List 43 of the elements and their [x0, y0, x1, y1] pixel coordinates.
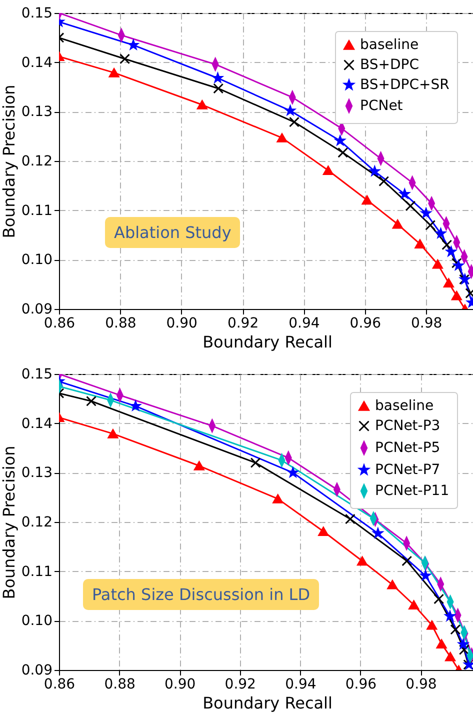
legend-label: PCNet-P7	[375, 462, 440, 478]
y-tick-label: 0.10	[21, 252, 52, 268]
x-tick-label: 0.86	[44, 316, 76, 332]
x-tick-label: 0.88	[104, 676, 136, 692]
annotation: Patch Size Discussion in LD	[83, 579, 320, 610]
y-tick-label: 0.14	[21, 54, 53, 71]
y-tick-label: 0.12	[21, 154, 52, 170]
legend-label: BS+DPC	[360, 57, 420, 73]
y-tick-label: 0.13	[21, 104, 52, 120]
y-tick-label: 0.11	[21, 202, 52, 219]
legend-label: PCNet	[360, 98, 404, 114]
legend-label: PCNet-P3	[375, 418, 440, 434]
y-tick-label: 0.09	[21, 662, 52, 678]
x-tick-label: 0.86	[44, 676, 76, 692]
x-tick-label: 0.98	[406, 676, 437, 692]
annotation: Ablation Study	[105, 217, 240, 248]
y-tick-label: 0.15	[21, 6, 52, 22]
x-axis-title: Boundary Recall	[202, 332, 332, 352]
x-tick-label: 0.94	[285, 676, 316, 692]
y-axis-title: Boundary Precision	[0, 84, 18, 238]
x-tick-label: 0.96	[350, 316, 382, 332]
y-tick-label: 0.14	[21, 416, 53, 432]
x-axis-title: Boundary Recall	[202, 694, 332, 712]
legend-label: BS+DPC+SR	[360, 77, 450, 93]
y-tick-label: 0.11	[21, 564, 52, 580]
x-tick-label: 0.88	[105, 316, 136, 332]
x-tick-label: 0.90	[164, 676, 196, 692]
legend-label: PCNet-P11	[375, 483, 450, 499]
y-tick-label: 0.10	[21, 613, 52, 630]
x-tick-label: 0.98	[410, 316, 442, 332]
x-tick-label: 0.90	[166, 316, 198, 332]
y-tick-label: 0.12	[21, 514, 52, 530]
x-tick-label: 0.96	[345, 676, 377, 692]
legend-label: PCNet-P5	[375, 440, 440, 456]
x-tick-label: 0.94	[288, 316, 320, 332]
y-tick-label: 0.09	[21, 302, 52, 318]
legend-label: baseline	[375, 398, 434, 414]
y-tick-label: 0.15	[21, 366, 52, 382]
y-axis-title: Boundary Precision	[0, 446, 18, 600]
x-tick-label: 0.92	[224, 676, 256, 692]
y-tick-label: 0.13	[21, 465, 52, 482]
x-tick-label: 0.92	[227, 316, 259, 332]
legend-label: baseline	[360, 37, 419, 53]
